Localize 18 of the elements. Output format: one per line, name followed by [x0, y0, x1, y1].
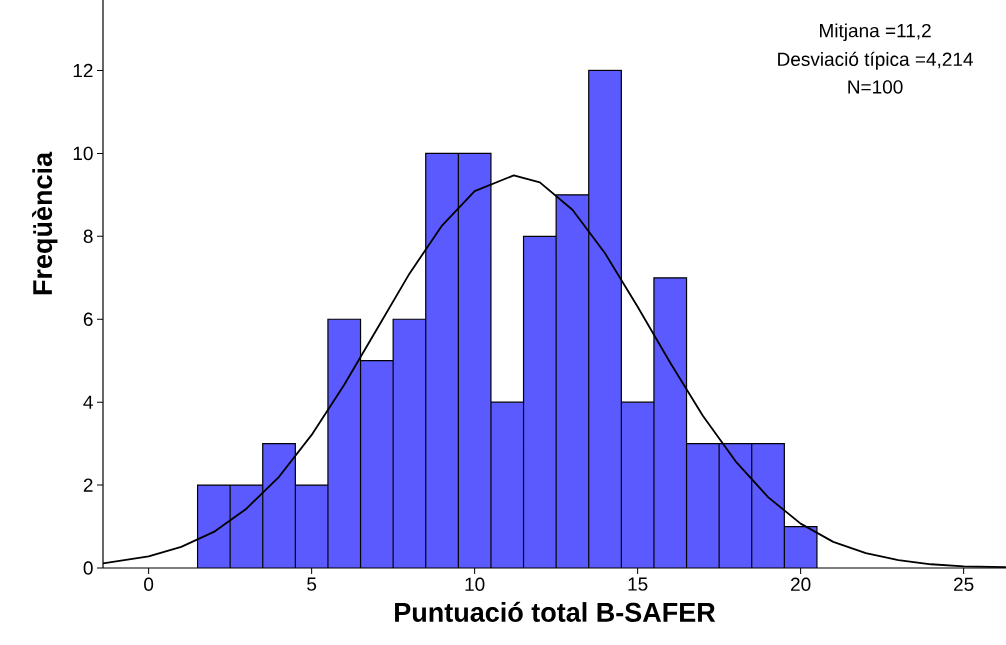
annotation: N=100 — [848, 80, 903, 94]
x-tick-label: 20 — [791, 577, 811, 591]
x-axis-title: Puntuació total B-SAFER — [395, 601, 716, 622]
y-tick-label: 10 — [73, 146, 93, 161]
annotation: Desviació típica =4,214 — [778, 51, 973, 70]
y-tick-label: 12 — [73, 63, 93, 78]
y-tick-label: 0 — [83, 561, 93, 575]
y-tick-label: 8 — [83, 229, 93, 244]
x-tick-label: 5 — [307, 577, 317, 591]
x-tick-label: 15 — [628, 577, 648, 591]
x-tick-label: 10 — [465, 577, 485, 591]
y-tick-label: 2 — [83, 478, 93, 492]
y-tick-label: 4 — [83, 395, 93, 409]
x-tick-label: 0 — [144, 577, 154, 591]
annotation: Mitjana =11,2 — [820, 23, 931, 42]
y-axis-title: Freqüència — [32, 151, 58, 295]
x-tick-label: 25 — [954, 577, 974, 591]
y-tick-label: 6 — [83, 312, 93, 326]
